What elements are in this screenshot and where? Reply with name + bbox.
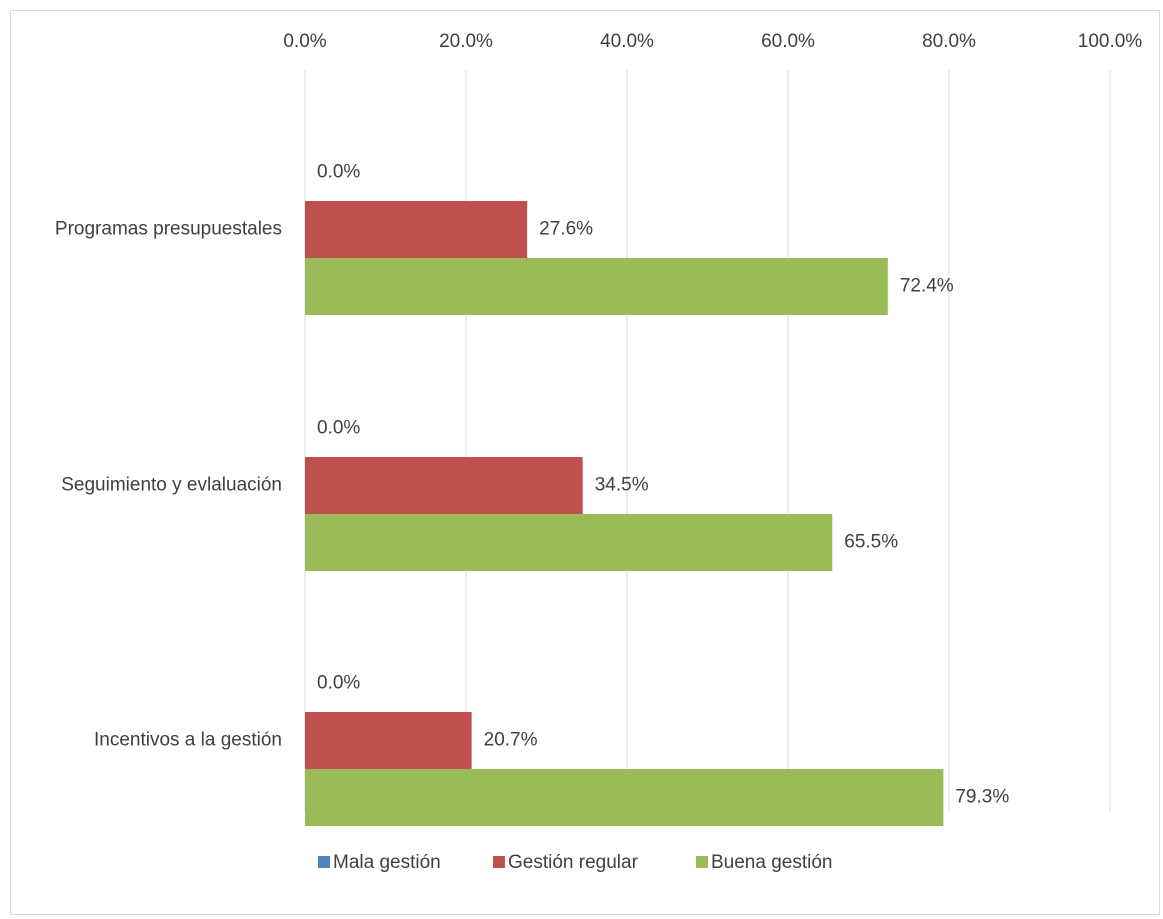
category-label: Incentivos a la gestión [94, 730, 282, 751]
legend-swatch [696, 856, 708, 868]
bars [305, 201, 944, 826]
category-label: Seguimiento y evlaluación [61, 475, 282, 496]
data-label: 0.0% [317, 418, 360, 439]
data-label: 34.5% [595, 475, 649, 496]
category-label: Programas presupuestales [55, 219, 282, 240]
data-labels: 0.0% 27.6% 72.4% 0.0% 34.5% 65.5% 0.0% 20.7% 79.… [317, 162, 1009, 808]
x-tick-label: 40.0% [600, 31, 654, 52]
legend-swatch [493, 856, 505, 868]
data-label: 0.0% [317, 162, 360, 183]
chart-frame [10, 10, 1160, 915]
gridlines [304, 70, 1111, 812]
data-label: 79.3% [955, 787, 1009, 808]
data-label: 65.5% [844, 532, 898, 553]
category-labels: Programas presupuestales Seguimiento y ev… [55, 219, 282, 751]
bar-buena-gestión-2 [305, 769, 944, 826]
bar-buena-gestión-1 [305, 514, 833, 571]
bar-gestión-regular-2 [305, 712, 472, 769]
x-tick-label: 80.0% [922, 31, 976, 52]
x-tick-label: 20.0% [439, 31, 493, 52]
data-label: 20.7% [484, 730, 538, 751]
legend-label: Mala gestión [333, 852, 441, 873]
legend-label: Gestión regular [508, 852, 639, 873]
legend-label: Buena gestión [711, 852, 833, 873]
legend-swatch [318, 856, 330, 868]
data-label: 27.6% [539, 219, 593, 240]
x-tick-label: 0.0% [283, 31, 326, 52]
bar-buena-gestión-0 [305, 258, 888, 315]
x-tick-label: 100.0% [1078, 31, 1143, 52]
bar-gestión-regular-1 [305, 457, 583, 514]
data-label: 0.0% [317, 673, 360, 694]
x-axis-tick-labels: 0.0% 20.0% 40.0% 60.0% 80.0% 100.0% [283, 31, 1142, 52]
x-tick-label: 60.0% [761, 31, 815, 52]
data-label: 72.4% [900, 276, 954, 297]
legend: Mala gestión Gestión regular Buena gestión [318, 852, 833, 873]
bar-gestión-regular-0 [305, 201, 528, 258]
